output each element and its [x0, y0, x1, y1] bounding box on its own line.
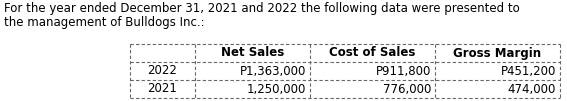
Text: 2021: 2021: [147, 83, 177, 96]
Text: Cost of Sales: Cost of Sales: [329, 46, 416, 59]
Text: P911,800: P911,800: [375, 65, 431, 77]
Text: 474,000: 474,000: [507, 83, 556, 96]
Text: P1,363,000: P1,363,000: [240, 65, 306, 77]
Text: the management of Bulldogs Inc.:: the management of Bulldogs Inc.:: [4, 16, 205, 29]
Text: Gross Margin: Gross Margin: [454, 46, 541, 59]
Text: P451,200: P451,200: [501, 65, 556, 77]
Text: 776,000: 776,000: [383, 83, 431, 96]
Text: 1,250,000: 1,250,000: [247, 83, 306, 96]
Text: 2022: 2022: [147, 65, 177, 77]
Text: Net Sales: Net Sales: [221, 46, 284, 59]
Text: For the year ended December 31, 2021 and 2022 the following data were presented : For the year ended December 31, 2021 and…: [4, 2, 520, 15]
